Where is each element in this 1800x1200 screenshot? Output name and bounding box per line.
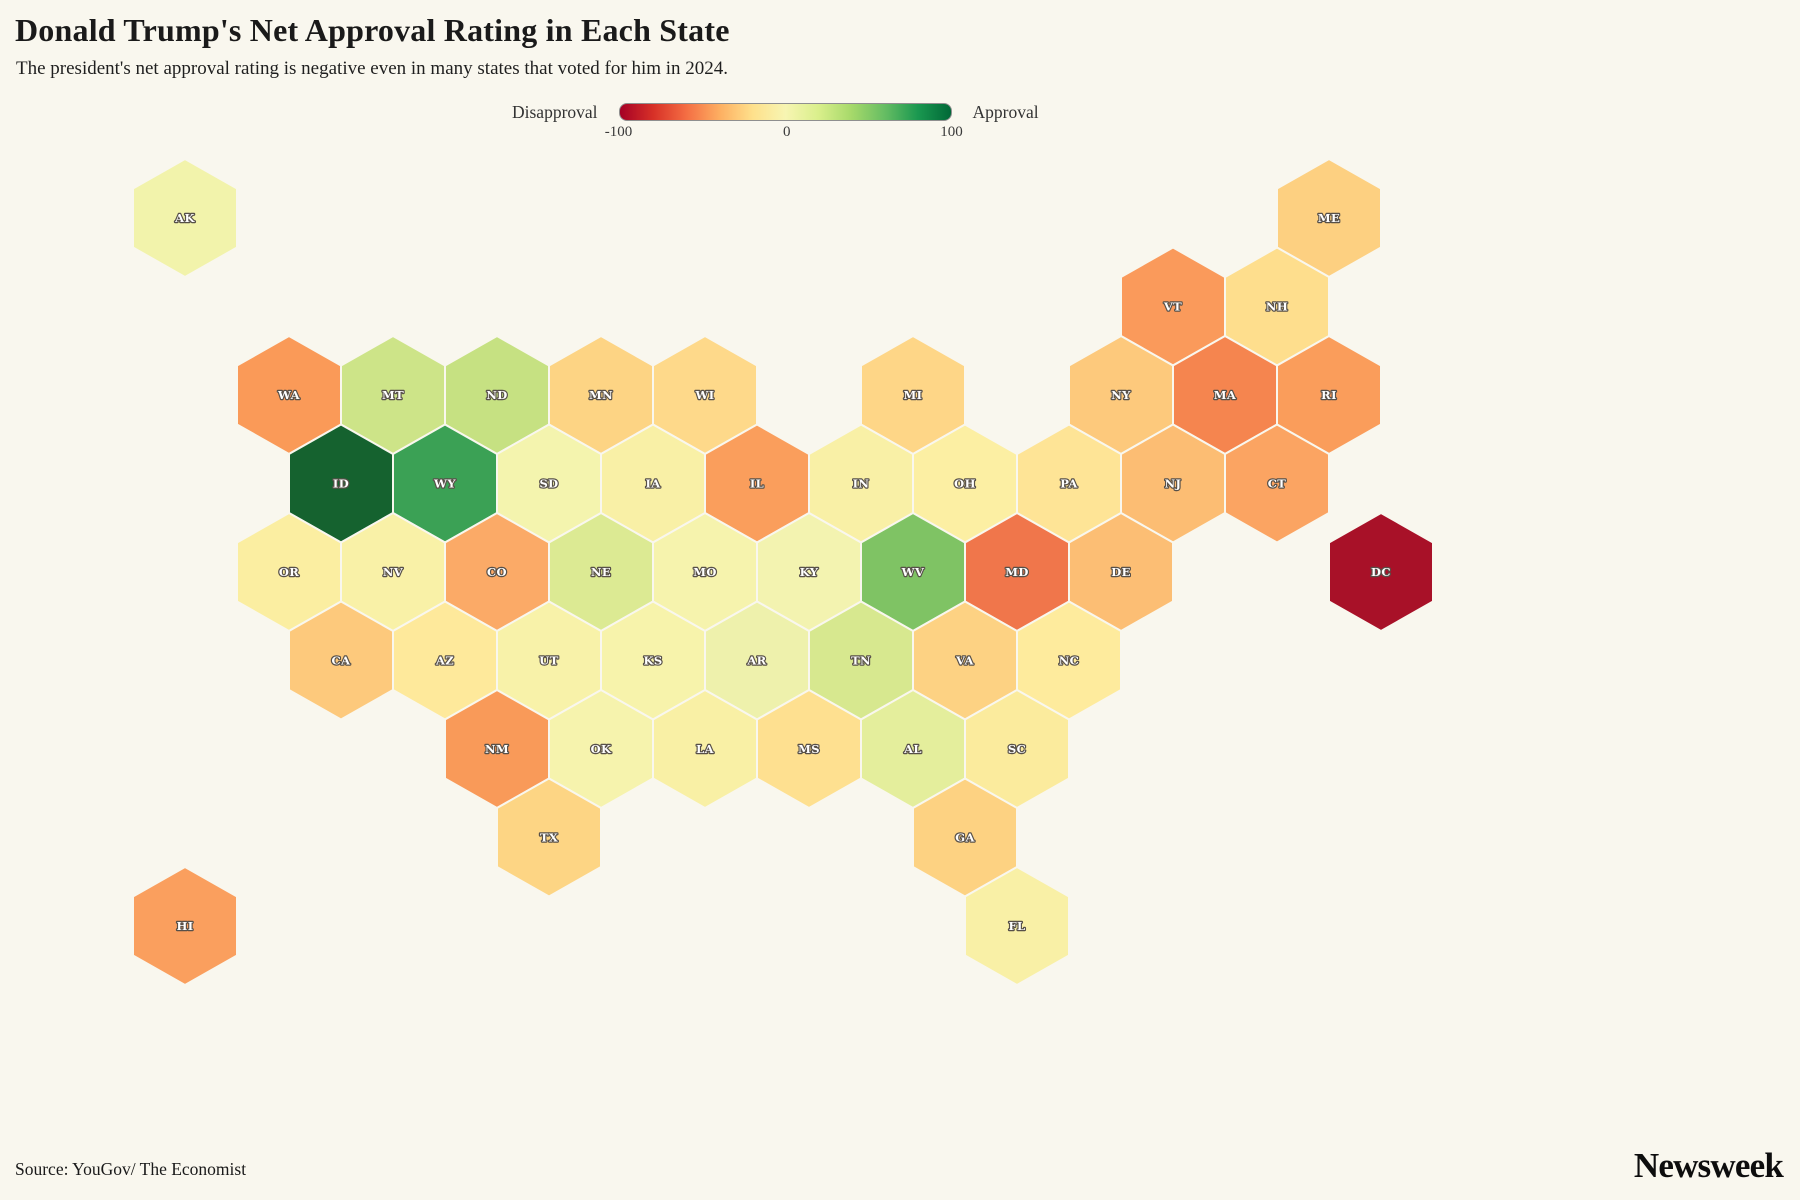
state-hex-shape-FL[interactable] [964,865,1070,987]
state-hex-OK[interactable]: OK [548,688,654,810]
state-label-NH: NH [1266,300,1288,314]
state-label-NV: NV [383,565,404,579]
state-hex-RI[interactable]: RI [1276,334,1382,456]
state-label-NM: NM [485,742,509,756]
state-label-NE: NE [591,565,611,579]
state-label-WI: WI [694,388,714,402]
legend-tick-zero: 0 [782,124,791,140]
state-hex-DC[interactable]: DC [1328,511,1434,633]
state-label-NY: NY [1111,388,1131,402]
state-label-IA: IA [645,477,661,491]
state-hex-FL[interactable]: FL [964,865,1070,987]
state-label-MI: MI [904,388,923,402]
legend-label-disapproval: Disapproval [512,102,598,122]
state-label-AR: AR [746,654,766,668]
state-label-SC: SC [1008,742,1026,756]
chart-header: Donald Trump's Net Approval Rating in Ea… [15,12,730,80]
state-label-NC: NC [1059,654,1079,668]
state-label-TN: TN [851,654,871,668]
state-label-AK: AK [174,211,195,225]
state-hex-DE[interactable]: DE [1068,511,1174,633]
page-subtitle: The president's net approval rating is n… [16,58,729,79]
state-label-MO: MO [693,565,717,579]
state-hex-SC[interactable]: SC [964,688,1070,810]
legend-gradient-bar [618,103,952,121]
state-label-VT: VT [1163,300,1182,314]
state-hex-NY[interactable]: NY [1068,334,1174,456]
state-label-MD: MD [1005,565,1029,579]
state-label-CA: CA [332,654,352,668]
state-label-ID: ID [333,477,349,491]
state-label-SD: SD [539,477,558,491]
state-hex-ME[interactable]: ME [1276,157,1382,279]
state-label-OR: OR [279,565,299,579]
state-hex-OR[interactable]: OR [236,511,342,633]
state-hex-shape-TX[interactable] [496,777,602,898]
state-label-MA: MA [1214,388,1237,402]
page-title: Donald Trump's Net Approval Rating in Ea… [15,12,730,48]
state-label-TX: TX [540,831,558,845]
state-label-WV: WV [901,565,925,579]
state-hex-KS[interactable]: KS [600,600,706,721]
state-hex-shape-AK[interactable] [132,157,238,279]
legend-bar-wrap: -100 0 100 [605,103,963,142]
state-label-KY: KY [800,565,819,579]
state-label-OH: OH [954,477,976,491]
state-label-MN: MN [589,388,613,402]
state-label-IN: IN [853,477,870,491]
state-label-AL: AL [903,742,922,756]
state-label-ME: ME [1318,211,1340,225]
state-label-HI: HI [176,919,193,933]
legend-ticks: -100 0 100 [605,124,963,142]
state-hex-VT[interactable]: VT [1120,246,1226,367]
state-label-WA: WA [277,388,301,402]
state-label-MS: MS [798,742,820,756]
state-hex-NM[interactable]: NM [444,688,550,810]
state-hex-CA[interactable]: CA [288,600,394,721]
state-label-NJ: NJ [1165,477,1182,491]
legend-tick-max: 100 [940,124,963,140]
state-label-DC: DC [1371,565,1391,579]
newsweek-logo: Newsweek [1633,1146,1784,1185]
state-hex-HI[interactable]: HI [132,865,238,987]
state-label-KS: KS [643,654,662,668]
state-label-RI: RI [1321,388,1337,402]
color-legend: Disapproval -100 0 100 Approval [512,103,1039,142]
state-label-MT: MT [382,388,404,402]
state-label-AZ: AZ [435,654,454,668]
state-hex-CT[interactable]: CT [1224,423,1330,544]
state-hex-shape-HI[interactable] [132,865,238,987]
state-label-ND: ND [486,388,507,402]
state-label-OK: OK [591,742,612,756]
state-label-CO: CO [487,565,507,579]
state-hex-AK[interactable]: AK [132,157,238,279]
legend-label-approval: Approval [972,102,1039,122]
state-label-IL: IL [750,477,764,491]
state-hex-GA[interactable]: GA [912,777,1018,898]
state-label-PA: PA [1060,477,1078,491]
state-label-LA: LA [696,742,714,756]
legend-tick-min: -100 [604,124,633,140]
state-label-CT: CT [1268,477,1287,491]
state-label-GA: GA [955,831,975,845]
state-hex-MI[interactable]: MI [860,334,966,456]
source-credit: Source: YouGov/ The Economist [15,1159,247,1179]
state-label-WY: WY [433,477,456,491]
state-hex-shape-CT[interactable] [1224,423,1330,544]
state-hex-TX[interactable]: TX [496,777,602,898]
state-hex-shape-DC[interactable] [1328,511,1434,633]
state-label-VA: VA [955,654,974,668]
state-label-FL: FL [1008,919,1025,933]
state-label-UT: UT [539,654,558,668]
state-hex-NH[interactable]: NH [1224,246,1330,367]
state-label-DE: DE [1111,565,1131,579]
